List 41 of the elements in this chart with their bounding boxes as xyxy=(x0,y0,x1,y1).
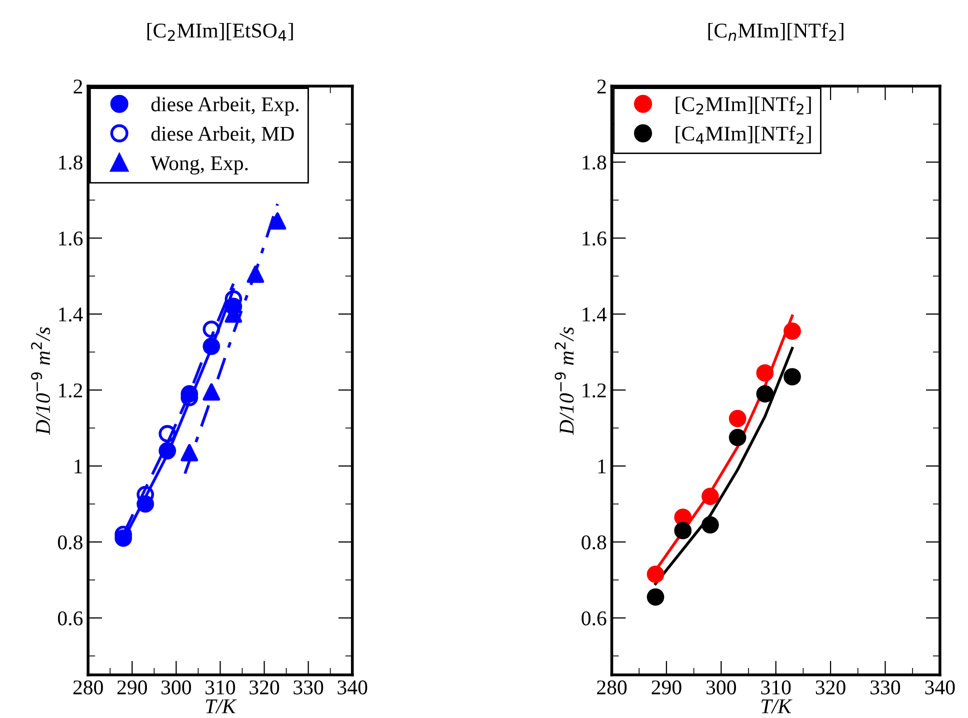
x-tick-label: 280 xyxy=(597,680,627,694)
x-axis-title: T/K xyxy=(762,699,792,714)
y-axis-title: D/10$^{−9}$ m$^{2}$/s xyxy=(554,327,574,435)
x-axis-title: T/K xyxy=(206,699,237,714)
y-tick-label: 0.8 xyxy=(582,535,606,550)
x-tick-label: 320 xyxy=(816,680,846,694)
x-tick-label: 310 xyxy=(206,680,236,694)
legend-label: [C$_{4}$MIm][NTf$_{2}$] xyxy=(676,126,811,144)
y-tick-label: 1 xyxy=(74,459,82,474)
chart-title: [C$_{2}$MIm][EtSO$_{4}$] xyxy=(147,22,293,41)
chart-title: [C$_{n}$MIm][NTf$_{2}$] xyxy=(708,22,844,41)
y-tick-label: 1.4 xyxy=(582,308,607,322)
y-tick-label: 0.6 xyxy=(582,611,606,626)
x-tick-label: 290 xyxy=(117,680,147,694)
x-tick-label: 320 xyxy=(250,680,280,694)
y-tick-label: 1.8 xyxy=(59,156,82,170)
x-tick-label: 300 xyxy=(706,680,736,694)
x-tick-label: 340 xyxy=(338,680,368,694)
legend-label: diese Arbeit, MD xyxy=(151,126,294,144)
legend-label: diese Arbeit, Exp. xyxy=(151,96,298,116)
x-tick-label: 340 xyxy=(925,680,955,694)
y-tick-label: 1 xyxy=(598,459,606,474)
y-axis-title: D/10$^{−9}$ m$^{2}$/s xyxy=(31,327,50,435)
y-tick-label: 0.6 xyxy=(58,611,83,626)
legend-label: Wong, Exp. xyxy=(150,156,248,175)
y-tick-label: 1.8 xyxy=(582,156,606,170)
x-tick-label: 330 xyxy=(870,680,900,694)
y-tick-label: 0.8 xyxy=(58,535,82,550)
y-tick-label: 1.2 xyxy=(582,383,606,398)
y-tick-label: 2 xyxy=(597,80,606,94)
y-tick-label: 1.6 xyxy=(59,232,83,246)
x-tick-label: 310 xyxy=(761,680,791,694)
x-tick-label: 280 xyxy=(73,680,103,694)
y-tick-label: 1.2 xyxy=(59,383,82,398)
y-tick-label: 1.6 xyxy=(582,232,606,246)
x-tick-label: 290 xyxy=(652,680,682,694)
legend-label: [C$_{2}$MIm][NTf$_{2}$] xyxy=(676,96,811,114)
y-tick-label: 2 xyxy=(74,80,82,94)
y-tick-label: 1.4 xyxy=(59,308,83,322)
x-tick-label: 330 xyxy=(294,680,324,694)
x-tick-label: 300 xyxy=(162,680,192,694)
